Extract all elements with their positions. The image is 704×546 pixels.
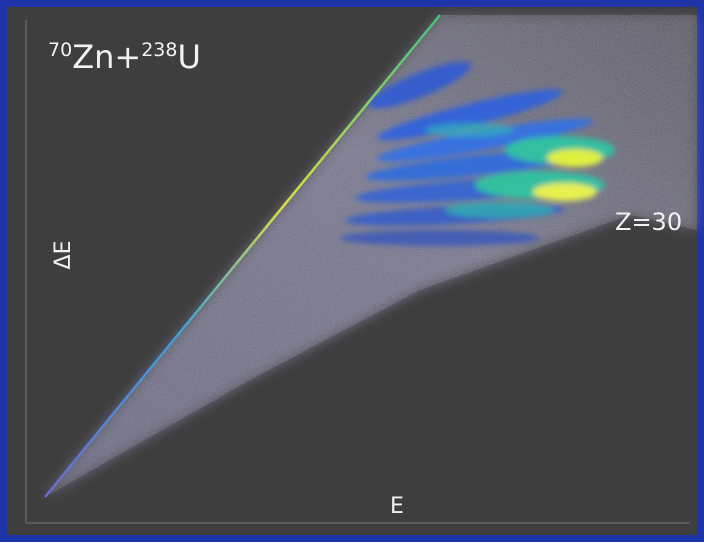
band-core [445,202,555,218]
y-axis-label: ΔE [51,241,76,270]
band [340,230,540,246]
reaction-title: 70Zn+238U [48,38,201,76]
x-axis-label: E [390,494,404,519]
band [368,61,472,109]
band [376,118,594,162]
z-bands [340,61,615,246]
band-peak [533,183,597,201]
element: Zn+ [72,38,141,76]
z-annotation: Z=30 [615,208,682,236]
mass-number: 70 [48,39,72,61]
band [377,89,563,141]
element: U [177,38,200,76]
band-core [425,123,515,137]
mass-number: 238 [141,39,177,61]
punch-through-line [44,14,441,498]
band-peak [547,149,603,167]
